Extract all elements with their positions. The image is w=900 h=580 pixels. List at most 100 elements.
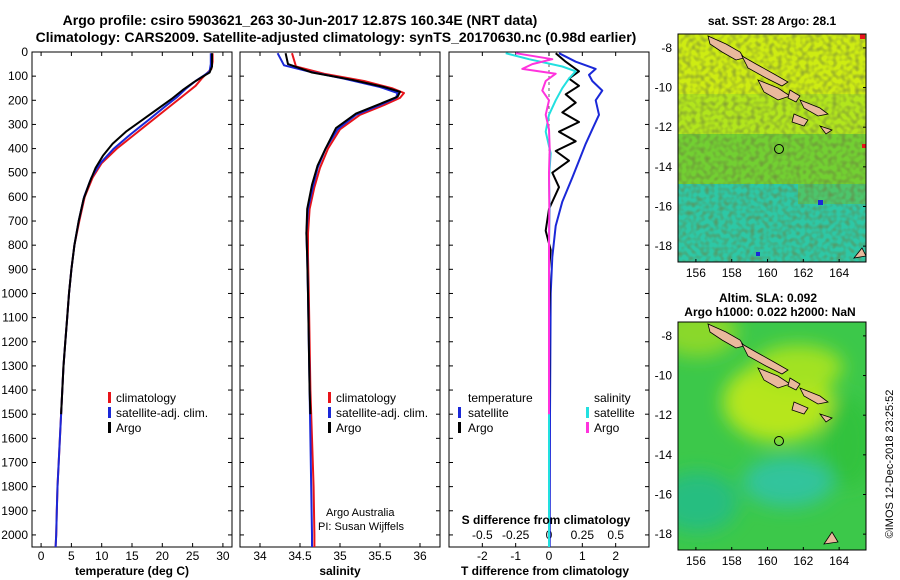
s-diff-tick-label: 0.5: [607, 528, 624, 542]
lat-tick-label: -10: [655, 81, 673, 95]
island: [818, 125, 833, 135]
title-line-2: Climatology: CARS2009. Satellite-adjuste…: [36, 29, 637, 45]
legend-swatch-s-argo: [586, 422, 589, 433]
depth-tick-label: 800: [8, 238, 28, 252]
title-line-1: Argo profile: csiro 5903621_263 30-Jun-2…: [63, 12, 538, 28]
x-tick-label: 0: [546, 549, 553, 563]
depth-tick-label: 2000: [1, 528, 28, 542]
legend-climatology: climatology: [336, 391, 396, 405]
depth-tick-label: 700: [8, 214, 28, 228]
x-tick-label: 35.5: [368, 549, 392, 563]
sst-red-pixel: [860, 34, 865, 39]
depth-tick-label: 1800: [1, 480, 28, 494]
legend-swatch-climatology: [328, 392, 331, 403]
lon-tick-label: 160: [758, 266, 778, 280]
x-tick-label: 10: [95, 549, 109, 563]
depth-tick-label: 500: [8, 166, 28, 180]
depth-tick-label: 1100: [2, 311, 28, 325]
depth-tick-label: 1600: [1, 431, 28, 445]
lat-tick-label: -16: [655, 199, 673, 213]
series-line-argo: [60, 53, 213, 415]
depth-tick-label: 100: [8, 69, 28, 83]
x-tick-label: 34.5: [288, 549, 312, 563]
sst-map-axes: 156 158 160 162 164 -8 -10 -12 -14 -16 -18: [655, 41, 866, 280]
lat-tick-label: -16: [655, 487, 673, 501]
sla-low-anomaly: [678, 472, 738, 532]
series-line-salinity-satellite: [505, 52, 577, 547]
depth-tick-label: 900: [8, 262, 28, 276]
credit-line-1: Argo Australia: [326, 507, 395, 519]
lat-tick-label: -14: [655, 448, 673, 462]
island: [741, 342, 789, 375]
depth-tick-label: 300: [8, 117, 28, 131]
depth-tick-label: 0: [21, 45, 28, 59]
depth-tick-label: 400: [8, 142, 28, 156]
sla-map: [678, 322, 866, 550]
island: [787, 377, 801, 391]
sst-red-pixel: [862, 144, 866, 148]
x-tick-label: 2: [612, 549, 619, 563]
island: [823, 531, 839, 545]
legend-s-satellite: satellite: [594, 406, 635, 420]
lon-tick-label: 162: [793, 554, 813, 568]
t-difference-axis-label: T difference from climatology: [461, 564, 629, 578]
island: [799, 99, 829, 117]
sla-map-frame: [677, 321, 867, 551]
credit-line-2: PI: Susan Wijffels: [318, 521, 404, 533]
lon-tick-label: 156: [686, 266, 706, 280]
legend-s-argo: Argo: [594, 421, 620, 435]
x-tick-label: 25: [186, 549, 200, 563]
depth-tick-label: 600: [8, 190, 28, 204]
argo-location-marker: [774, 436, 784, 446]
legend-argo: Argo: [116, 421, 142, 435]
legend-satellite: satellite-adj. clim.: [336, 406, 428, 420]
s-diff-tick-label: -0.25: [502, 528, 530, 542]
depth-tick-label: 1400: [1, 383, 28, 397]
temperature-legend: climatology satellite-adj. clim. Argo: [108, 391, 208, 435]
sst-pixel-noise: [678, 34, 866, 262]
lon-tick-label: 164: [829, 554, 849, 568]
legend-argo: Argo: [336, 421, 362, 435]
argo-location-marker: [774, 144, 784, 154]
x-tick-label: 36: [413, 549, 427, 563]
island: [791, 113, 809, 127]
lat-tick-label: -12: [655, 120, 673, 134]
depth-axis: 0 100 200 300 400 500 600 700 800 900 1000 1100 1200…: [1, 45, 28, 542]
sla-low-anomaly: [743, 457, 833, 507]
island: [791, 401, 809, 415]
lon-tick-label: 162: [793, 266, 813, 280]
legend-climatology: climatology: [116, 391, 176, 405]
sla-map-title: Altim. SLA: 0.092: [719, 291, 817, 305]
s-diff-tick-label: 0.25: [571, 528, 595, 542]
depth-tick-label: 1000: [1, 286, 28, 300]
s-diff-tick-label: -0.5: [472, 528, 493, 542]
depth-tick-label: 1500: [1, 407, 28, 421]
x-tick-label: 20: [156, 549, 170, 563]
legend-t-argo: Argo: [468, 421, 494, 435]
imos-timestamp: ©IMOS 12-Dec-2018 23:25:52: [884, 390, 896, 539]
x-tick-label: 1: [579, 549, 586, 563]
x-tick-label: 34: [253, 549, 267, 563]
lon-tick-label: 158: [722, 266, 742, 280]
island: [757, 79, 791, 101]
lat-tick-label: -10: [655, 369, 673, 383]
depth-tick-label: 1200: [1, 335, 28, 349]
series-line-argo: [284, 52, 401, 415]
island: [741, 54, 789, 87]
legend-swatch-satellite: [108, 407, 111, 418]
solomon-islands: [707, 323, 839, 545]
x-tick-label: 0: [38, 549, 45, 563]
legend-swatch-satellite: [328, 407, 331, 418]
sla-map-subtitle: Argo h1000: 0.022 h2000: NaN: [684, 305, 855, 319]
x-tick-label: 35: [333, 549, 347, 563]
sst-map-frame: [677, 33, 867, 263]
depth-tick-label: 200: [8, 93, 28, 107]
lat-tick-label: -18: [655, 527, 673, 541]
x-tick-label: 15: [125, 549, 139, 563]
sst-map: [678, 34, 866, 262]
island: [707, 35, 745, 61]
lat-tick-label: -14: [655, 160, 673, 174]
x-tick-label: -2: [477, 549, 488, 563]
legend-swatch-t-satellite: [458, 407, 461, 418]
